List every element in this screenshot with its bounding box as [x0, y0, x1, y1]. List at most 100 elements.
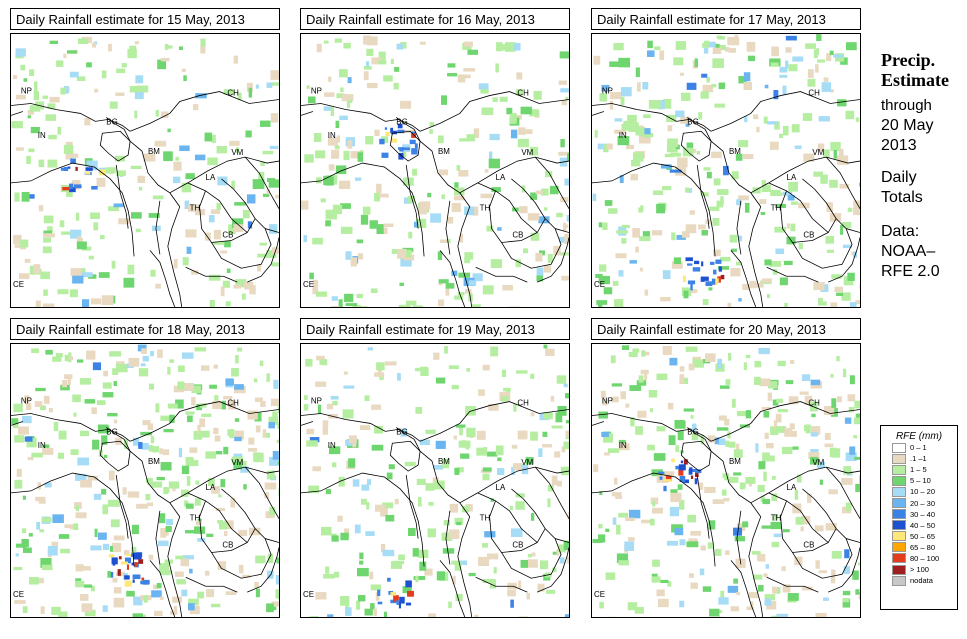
caption-title-line2: Estimate: [881, 70, 949, 90]
caption-daily: Daily: [881, 169, 917, 186]
country-label-bg: BG: [687, 117, 698, 126]
legend-swatch: [892, 564, 906, 575]
rain-field: [11, 36, 279, 307]
rainfall-map: NP CH IN BG BM VM LA TH CB CE: [591, 343, 861, 618]
country-label-la: LA: [496, 483, 506, 492]
country-label-ce: CE: [303, 280, 314, 289]
country-label-in: IN: [38, 131, 46, 140]
country-label-ce: CE: [303, 590, 314, 599]
legend-swatch: [892, 575, 906, 586]
legend-item: .1 –1: [892, 453, 957, 464]
country-label-np: NP: [311, 397, 322, 406]
country-label-cb: CB: [803, 231, 814, 240]
country-label-vm: VM: [231, 148, 243, 157]
country-label-cb: CB: [222, 231, 233, 240]
country-label-la: LA: [206, 173, 216, 182]
country-label-bg: BG: [106, 117, 117, 126]
legend-swatch: [892, 442, 906, 453]
country-label-np: NP: [602, 87, 613, 96]
country-label-vm: VM: [521, 148, 533, 157]
legend-label: 20 – 30: [910, 498, 936, 508]
legend-label: 5 – 10: [910, 476, 931, 486]
country-label-ch: CH: [517, 89, 529, 98]
map-panel-16-may: Daily Rainfall estimate for 16 May, 2013…: [300, 8, 570, 308]
country-label-th: TH: [190, 204, 201, 213]
panel-title: Daily Rainfall estimate for 20 May, 2013: [591, 318, 861, 340]
country-label-ch: CH: [227, 89, 239, 98]
country-label-bm: BM: [729, 457, 741, 466]
country-label-th: TH: [480, 514, 491, 523]
legend-label: 80 – 100: [910, 553, 940, 563]
legend-swatch: [892, 453, 906, 464]
legend-swatch: [892, 509, 906, 520]
legend-swatch: [892, 498, 906, 509]
panel-title: Daily Rainfall estimate for 19 May, 2013: [300, 318, 570, 340]
caption-totals: Totals: [881, 189, 923, 206]
rainfall-map: NP CH IN BG BM VM LA TH CB CE: [591, 33, 861, 308]
country-label-ce: CE: [594, 280, 605, 289]
legend-label: 30 – 40: [910, 509, 936, 519]
country-label-la: LA: [787, 483, 797, 492]
country-label-np: NP: [21, 397, 32, 406]
country-label-in: IN: [38, 441, 46, 450]
country-label-bg: BG: [687, 427, 698, 436]
panel-title: Daily Rainfall estimate for 17 May, 2013: [591, 8, 861, 30]
rainfall-map: NP CH IN BG BM VM LA TH CB CE: [300, 343, 570, 618]
legend-item: 80 – 100: [892, 553, 957, 564]
legend-item: > 100: [892, 564, 957, 575]
country-label-ce: CE: [594, 590, 605, 599]
country-label-bg: BG: [396, 117, 407, 126]
country-label-ce: CE: [13, 590, 24, 599]
legend-label: nodata: [910, 576, 933, 586]
country-label-cb: CB: [803, 541, 814, 550]
country-label-cb: CB: [222, 541, 233, 550]
caption-title-line1: Precip.: [881, 50, 936, 70]
country-label-bg: BG: [396, 427, 407, 436]
country-label-vm: VM: [812, 148, 824, 157]
map-panel-15-may: Daily Rainfall estimate for 15 May, 2013…: [10, 8, 280, 308]
rainfall-map: NP CH IN BG BM VM LA TH CB CE: [300, 33, 570, 308]
legend-label: .1 –1: [910, 454, 927, 464]
legend-item: 5 – 10: [892, 475, 957, 486]
legend-swatch: [892, 464, 906, 475]
country-label-bm: BM: [438, 457, 450, 466]
country-label-th: TH: [480, 204, 491, 213]
country-label-la: LA: [496, 173, 506, 182]
map-panel-18-may: Daily Rainfall estimate for 18 May, 2013…: [10, 318, 280, 618]
rain-field: [303, 344, 569, 617]
legend-label: 65 – 80: [910, 542, 936, 552]
country-label-ch: CH: [808, 399, 820, 408]
legend-label: 0 – 1: [910, 443, 927, 453]
country-borders: [11, 91, 279, 307]
legend-label: 1 – 5: [910, 465, 927, 475]
country-label-bm: BM: [729, 147, 741, 156]
legend-item: 40 – 50: [892, 520, 957, 531]
country-label-vm: VM: [812, 458, 824, 467]
legend-swatch: [892, 531, 906, 542]
country-label-bg: BG: [106, 427, 117, 436]
legend-label: 10 – 20: [910, 487, 936, 497]
country-borders: [301, 401, 569, 617]
country-label-cb: CB: [512, 231, 523, 240]
legend-swatch: [892, 475, 906, 486]
caption-source: NOAA–: [881, 243, 936, 260]
country-label-np: NP: [21, 87, 32, 96]
country-borders: [11, 401, 279, 617]
country-borders: [592, 91, 860, 307]
panel-title: Daily Rainfall estimate for 16 May, 2013: [300, 8, 570, 30]
legend-swatch: [892, 520, 906, 531]
map-panel-19-may: Daily Rainfall estimate for 19 May, 2013…: [300, 318, 570, 618]
country-label-th: TH: [771, 204, 782, 213]
country-label-la: LA: [206, 483, 216, 492]
legend-label: 50 – 65: [910, 531, 936, 541]
legend-title: RFE (mm): [895, 431, 943, 442]
side-caption: Precip. Estimate through 20 May 2013 Dai…: [881, 50, 949, 282]
country-label-cb: CB: [512, 541, 523, 550]
country-label-vm: VM: [521, 458, 533, 467]
map-panel-20-may: Daily Rainfall estimate for 20 May, 2013…: [591, 318, 861, 618]
legend-item: 50 – 65: [892, 531, 957, 542]
country-label-bm: BM: [148, 147, 160, 156]
caption-year: 2013: [881, 137, 917, 154]
legend-swatch: [892, 553, 906, 564]
